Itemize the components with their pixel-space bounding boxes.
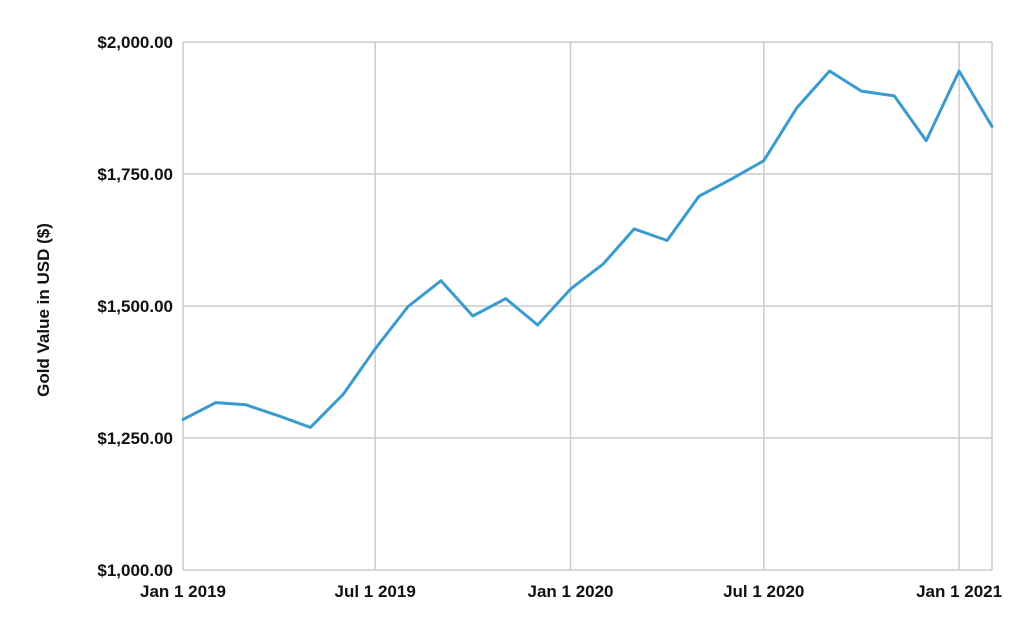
x-axis: Jan 1 2019 Jul 1 2019 Jan 1 2020 Jul 1 2020… — [140, 582, 1002, 601]
y-axis-title: Gold Value in USD ($) — [34, 223, 53, 397]
y-tick-label: $2,000.00 — [97, 33, 173, 52]
x-tick-label: Jul 1 2019 — [335, 582, 416, 601]
x-tick-label: Jan 1 2020 — [528, 582, 614, 601]
x-tick-label: Jan 1 2021 — [916, 582, 1002, 601]
series-line-gold-value — [181, 69, 994, 429]
series-group — [181, 69, 994, 429]
y-tick-label: $1,250.00 — [97, 429, 173, 448]
y-tick-label: $1,500.00 — [97, 297, 173, 316]
y-axis: $1,000.00 $1,250.00 $1,500.00 $1,750.00 $2,0… — [97, 33, 173, 580]
x-tick-label: Jan 1 2019 — [140, 582, 226, 601]
x-tick-label: Jul 1 2020 — [723, 582, 804, 601]
y-tick-label: $1,000.00 — [97, 561, 173, 580]
grid — [182, 41, 993, 571]
y-tick-label: $1,750.00 — [97, 165, 173, 184]
